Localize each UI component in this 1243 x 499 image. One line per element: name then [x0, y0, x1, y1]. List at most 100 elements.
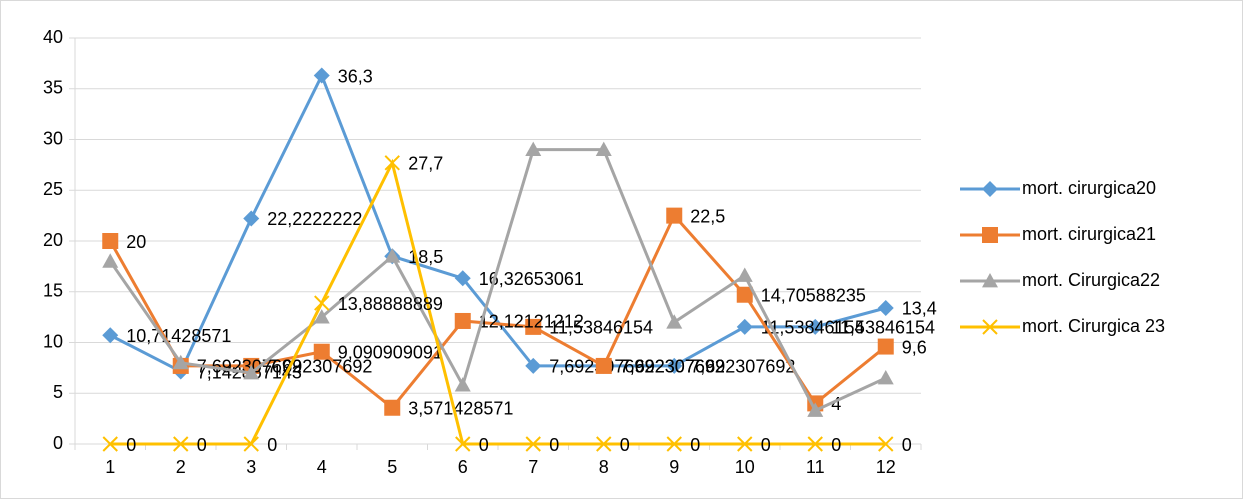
y-tick-label: 15 — [43, 281, 63, 301]
y-tick-label: 25 — [43, 179, 63, 199]
data-label: 0 — [126, 435, 136, 455]
data-label: 20 — [126, 232, 146, 252]
legend-marker — [982, 227, 998, 243]
x-tick-label: 12 — [876, 457, 896, 477]
data-label: 0 — [549, 435, 559, 455]
data-point — [102, 327, 119, 344]
data-point — [102, 253, 119, 268]
y-tick-label: 0 — [53, 433, 63, 453]
data-point — [737, 436, 753, 452]
data-label: 11,53846154 — [549, 318, 653, 338]
data-point — [384, 155, 400, 171]
data-point — [313, 343, 330, 360]
series-line — [109, 71, 887, 374]
data-point — [666, 436, 682, 452]
data-point — [596, 436, 612, 452]
data-point — [807, 318, 824, 335]
legend-marker — [982, 181, 998, 197]
y-tick-label: 5 — [53, 382, 63, 402]
data-label: 27,7 — [408, 154, 443, 174]
data-label: 7,692307692 — [620, 357, 725, 377]
data-label: 9,090909091 — [338, 342, 443, 362]
data-label: 0 — [267, 435, 277, 455]
data-point — [736, 318, 753, 335]
x-tick-label: 6 — [458, 457, 468, 477]
data-label: 16,32653061 — [479, 269, 584, 289]
data-point — [243, 436, 259, 452]
data-point — [525, 318, 542, 335]
data-point — [666, 357, 683, 374]
data-label: 0 — [831, 435, 841, 455]
data-point — [877, 338, 894, 355]
x-tick-label: 3 — [246, 457, 256, 477]
data-point — [102, 436, 118, 452]
y-tick-label: 20 — [43, 230, 63, 250]
data-point — [384, 248, 401, 263]
data-label: 12,12121212 — [479, 312, 584, 332]
data-label: 7,692307692 — [197, 357, 302, 377]
data-label: 7,692307692 — [690, 357, 795, 377]
x-tick-label: 2 — [176, 457, 186, 477]
legend-label: mort. Cirurgica22 — [1022, 270, 1160, 290]
data-label: 0 — [761, 435, 771, 455]
data-point — [525, 436, 541, 452]
y-tick-label: 10 — [43, 331, 63, 351]
x-tick-label: 1 — [105, 457, 115, 477]
data-label: 22,5 — [690, 206, 725, 226]
data-point — [454, 312, 471, 329]
data-label: 10,71428571 — [126, 326, 231, 346]
x-tick-label: 8 — [599, 457, 609, 477]
data-point — [666, 314, 683, 329]
data-point — [314, 295, 330, 311]
data-label: 14,70588235 — [761, 285, 866, 305]
data-label: 22,2222222 — [267, 209, 362, 229]
x-tick-label: 7 — [528, 457, 538, 477]
data-label: 0 — [479, 435, 489, 455]
data-point — [384, 399, 401, 416]
data-point — [525, 357, 542, 374]
data-label: 0 — [690, 435, 700, 455]
x-tick-label: 9 — [669, 457, 679, 477]
y-tick-label: 30 — [43, 128, 63, 148]
data-point — [736, 267, 753, 282]
data-label: 13,4 — [902, 299, 937, 319]
data-point — [102, 233, 119, 249]
data-point — [243, 210, 260, 227]
data-label: 3,571428571 — [408, 399, 513, 419]
data-label: 0 — [620, 435, 630, 455]
x-tick-label: 4 — [317, 457, 327, 477]
x-tick-label: 11 — [806, 457, 825, 477]
data-point — [173, 436, 189, 452]
data-label: 11,53846154 — [761, 318, 865, 338]
data-point — [807, 402, 824, 417]
data-label: 36,3 — [338, 66, 373, 86]
legend-marker — [982, 319, 998, 335]
data-point — [313, 67, 330, 84]
data-point — [736, 286, 753, 303]
data-point — [595, 141, 612, 157]
data-point — [525, 141, 542, 157]
data-point — [455, 436, 471, 452]
data-point — [807, 436, 823, 452]
data-label: 0 — [902, 435, 912, 455]
series-line — [110, 158, 886, 446]
data-label: 4 — [831, 394, 841, 414]
legend-label: mort. Cirurgica 23 — [1022, 316, 1165, 336]
y-tick-label: 40 — [43, 27, 63, 47]
data-label: 9,6 — [902, 337, 927, 357]
data-point — [877, 370, 894, 385]
data-point — [454, 270, 471, 287]
data-point — [243, 364, 260, 380]
data-point — [313, 309, 330, 324]
data-point — [878, 436, 894, 452]
legend-label: mort. cirurgica20 — [1022, 178, 1156, 198]
data-point — [454, 377, 471, 392]
data-point — [666, 207, 683, 224]
data-point — [172, 354, 189, 370]
series-line — [108, 212, 887, 410]
legend-marker — [982, 273, 998, 288]
x-tick-label: 10 — [735, 457, 755, 477]
